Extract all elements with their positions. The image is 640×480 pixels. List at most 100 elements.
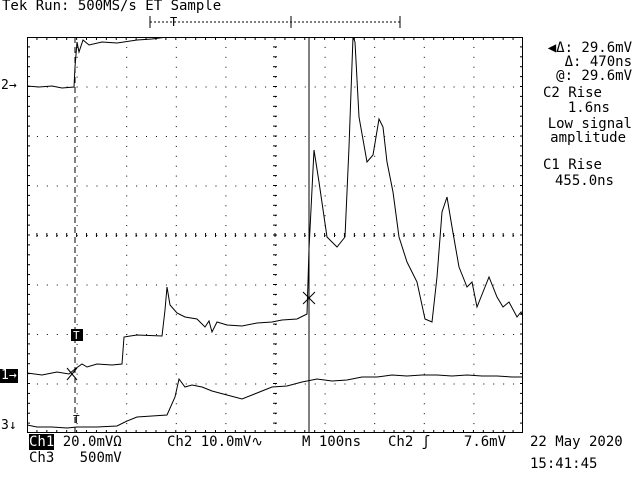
grid-dot: [76, 294, 78, 296]
grid-dot: [324, 126, 326, 128]
grid-dot: [433, 383, 435, 385]
grid-dot: [443, 136, 445, 137]
grid-dot: [374, 403, 376, 405]
grid-dot: [324, 324, 326, 326]
grid-dot: [205, 284, 207, 286]
grid-dot: [374, 96, 376, 98]
grid-dot: [354, 136, 356, 137]
ch3-settings[interactable]: Ch3 500mV: [29, 450, 122, 466]
grid-dot: [324, 185, 326, 187]
grid-dot: [225, 86, 227, 88]
grid-dot: [175, 294, 177, 296]
grid-dot: [146, 86, 148, 88]
grid-dot: [364, 185, 366, 187]
grid-dot: [294, 284, 296, 286]
grid-dot: [205, 185, 207, 187]
grid-dot: [215, 334, 217, 335]
grid-dot: [126, 195, 128, 197]
grid-dot: [66, 284, 68, 286]
waveform-display[interactable]: T T: [27, 37, 523, 433]
grid-dot: [76, 116, 78, 118]
grid-dot: [374, 353, 376, 355]
grid-dot: [314, 284, 316, 286]
grid-dot: [433, 284, 435, 286]
grid-dot: [56, 136, 58, 137]
grid-dot: [324, 96, 326, 98]
grid-dot: [126, 353, 128, 355]
ch3-ground-marker[interactable]: 3↓: [1, 418, 17, 433]
grid-dot: [423, 264, 425, 266]
grid-dot: [76, 284, 78, 286]
grid-dot: [324, 314, 326, 316]
grid-dot: [364, 334, 366, 335]
grid-dot: [76, 274, 78, 276]
ch1-ground-marker[interactable]: 1→: [0, 368, 18, 383]
grid-dot: [126, 393, 128, 395]
grid-dot: [483, 185, 485, 187]
grid-dot: [136, 86, 138, 88]
grid-dot: [175, 76, 177, 78]
grid-dot: [473, 264, 475, 266]
grid-dot: [106, 86, 108, 88]
grid-dot: [175, 225, 177, 227]
grid-dot: [374, 136, 376, 137]
ch3-trace: [27, 374, 522, 429]
trigger-channel: Ch2: [388, 434, 414, 450]
grid-dot: [374, 175, 376, 177]
grid-dot: [433, 334, 435, 335]
cursor-arrow-icon: ◀: [547, 40, 557, 56]
trigger-settings[interactable]: Ch2 ʃ 7.6mV: [388, 434, 506, 450]
grid-dot: [423, 195, 425, 197]
grid-dot: [225, 254, 227, 256]
grid-dot: [136, 284, 138, 286]
grid-dot: [225, 373, 227, 375]
ch2-ground-marker[interactable]: 2→: [1, 78, 17, 93]
grid-dot: [225, 145, 227, 147]
grid-dot: [324, 145, 326, 147]
ch1-settings[interactable]: Ch1 20.0mVΩ: [29, 434, 122, 450]
grid-dot: [324, 264, 326, 266]
grid-dot: [433, 185, 435, 187]
grid-dot: [225, 383, 227, 385]
grid-dot: [185, 383, 187, 385]
grid-dot: [245, 334, 247, 335]
grid-dot: [453, 284, 455, 286]
timebase-value: 100ns: [318, 434, 362, 450]
timebase-settings[interactable]: M 100ns: [302, 434, 361, 450]
grid-dot: [66, 185, 68, 187]
grid-dot: [46, 86, 48, 88]
grid-dot: [46, 136, 48, 137]
grid-dot: [284, 284, 286, 286]
ch2-settings[interactable]: Ch2 10.0mV∿: [167, 434, 263, 450]
grid-dot: [503, 383, 505, 385]
grid-dot: [126, 46, 128, 48]
grid-dot: [314, 383, 316, 385]
grid-dot: [384, 334, 386, 335]
grid-dot: [76, 363, 78, 365]
grid-dot: [463, 334, 465, 335]
grid-dot: [423, 363, 425, 365]
grid-dot: [483, 86, 485, 88]
grid-dot: [175, 96, 177, 98]
grid-dot: [175, 413, 177, 415]
grid-dot: [175, 254, 177, 256]
grid-dot: [324, 423, 326, 425]
grid-dot: [324, 56, 326, 58]
grid-dot: [195, 185, 197, 187]
grid-dot: [403, 136, 405, 137]
grid-dot: [76, 353, 78, 355]
grid-dot: [76, 86, 78, 88]
grid-dot: [225, 215, 227, 217]
grid-dot: [423, 215, 425, 217]
grid-dot: [394, 185, 396, 187]
grid-dot: [76, 413, 78, 415]
grid-dot: [473, 116, 475, 118]
grid-dot: [423, 185, 425, 187]
grid-dot: [473, 393, 475, 395]
grid-dot: [394, 334, 396, 335]
grid-dot: [473, 403, 475, 405]
grid-dot: [374, 244, 376, 246]
grid-dot: [294, 86, 296, 88]
grid-dot: [324, 284, 326, 286]
grid-dot: [126, 205, 128, 207]
